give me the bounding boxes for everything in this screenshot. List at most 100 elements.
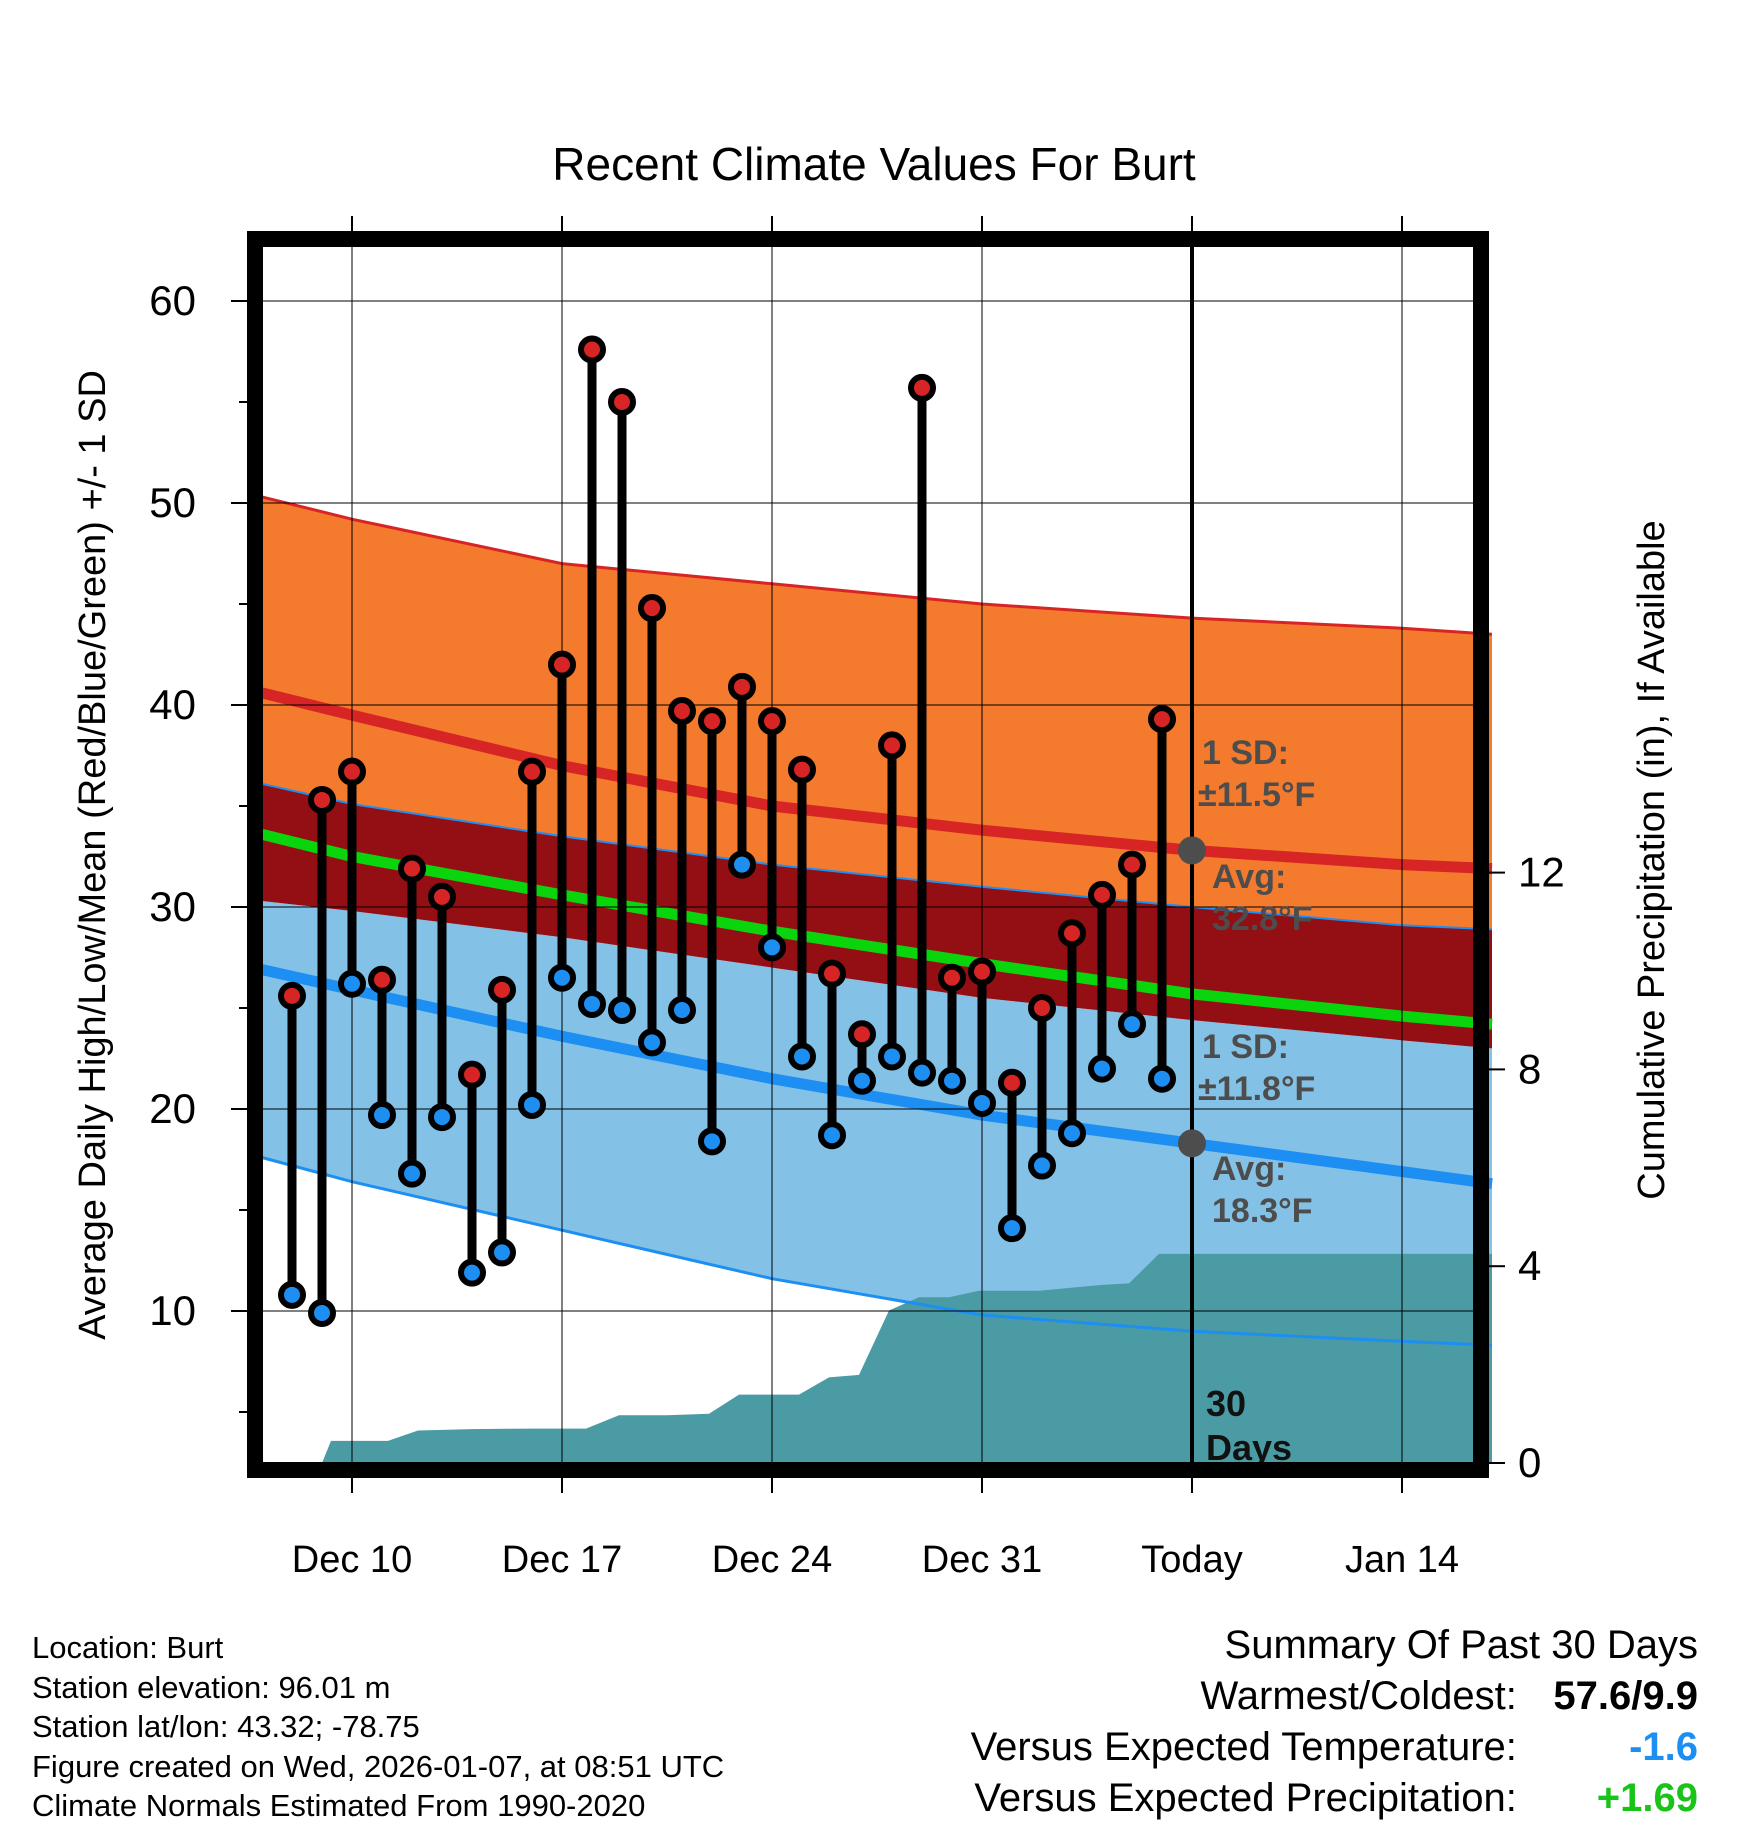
precip-area-fill bbox=[322, 1253, 1492, 1463]
obs-low-point bbox=[1028, 1151, 1056, 1180]
obs-low-point bbox=[1118, 1010, 1146, 1039]
high-sd-value: ±11.5°F bbox=[1198, 776, 1315, 814]
location-text: Location: Burt bbox=[32, 1630, 224, 1665]
y-tick-label: 40 bbox=[149, 681, 196, 728]
obs-low-point bbox=[308, 1299, 336, 1328]
low-sd-value: ±11.8°F bbox=[1198, 1070, 1315, 1108]
high-sd-label: 1 SD: bbox=[1202, 734, 1289, 772]
y2-axis-label: Cumulative Precipitation (in), If Availa… bbox=[1631, 520, 1673, 1199]
summary-panel: Summary Of Past 30 Days Warmest/Coldest:… bbox=[971, 1620, 1698, 1824]
obs-low-point bbox=[278, 1280, 306, 1309]
y-axis-label: Average Daily High/Low/Mean (Red/Blue/Gr… bbox=[72, 370, 114, 1340]
days-label-text: Days bbox=[1206, 1427, 1292, 1468]
obs-high-point bbox=[1148, 705, 1176, 734]
obs-high-point bbox=[878, 731, 906, 760]
high-mean-line bbox=[260, 687, 1493, 875]
axes: 10 20 30 40 50 60 0 4 8 12 Dec 10 Dec 17 Dec 24 Dec 3… bbox=[72, 138, 1673, 1581]
elevation-text: Station elevation: 96.01 m bbox=[32, 1669, 391, 1705]
high-avg-value: 32.8°F bbox=[1212, 900, 1313, 938]
x-tick-label: Jan 14 bbox=[1345, 1539, 1459, 1581]
obs-high-point bbox=[578, 335, 606, 364]
obs-high-point bbox=[308, 785, 336, 814]
obs-high-point bbox=[638, 594, 666, 623]
obs-low-point bbox=[818, 1121, 846, 1150]
annotations: 1 SD: ±11.5°F Avg: 32.8°F 1 SD: ±11.8°F Avg: 18… bbox=[1178, 734, 1315, 1468]
precip-value: +1.69 bbox=[1596, 1776, 1698, 1820]
obs-high-point bbox=[368, 965, 396, 994]
high-sd-band bbox=[262, 496, 1492, 930]
obs-high-point bbox=[698, 707, 726, 736]
summary-warmest-row: Warmest/Coldest: 57.6/9.9 bbox=[971, 1671, 1699, 1722]
summary-title: Summary Of Past 30 Days bbox=[1224, 1623, 1698, 1667]
obs-low-point bbox=[758, 933, 786, 962]
x-tick-label: Dec 17 bbox=[502, 1539, 622, 1581]
obs-low-point bbox=[1148, 1064, 1176, 1093]
plot-frame bbox=[247, 231, 1489, 1478]
obs-low-point bbox=[788, 1042, 816, 1071]
obs-low-point bbox=[428, 1103, 456, 1132]
temp-label: Versus Expected Temperature: bbox=[970, 1725, 1517, 1769]
obs-high-point bbox=[338, 757, 366, 786]
obs-high-point bbox=[458, 1060, 486, 1089]
climate-chart: 1 SD: ±11.5°F Avg: 32.8°F 1 SD: ±11.8°F Avg: 18… bbox=[72, 138, 1673, 1581]
days-label-number: 30 bbox=[1206, 1383, 1246, 1424]
mean-line bbox=[260, 828, 1493, 1030]
temp-value: -1.6 bbox=[1629, 1725, 1698, 1769]
normals-text: Climate Normals Estimated From 1990-2020 bbox=[32, 1788, 646, 1823]
obs-low-point bbox=[1058, 1119, 1086, 1148]
y-tick-label: 60 bbox=[149, 277, 196, 324]
obs-low-point bbox=[638, 1028, 666, 1057]
obs-high-point bbox=[908, 373, 936, 402]
warmest-label: Warmest/Coldest: bbox=[1200, 1674, 1517, 1718]
obs-high-point bbox=[1088, 880, 1116, 909]
latlon-text: Station lat/lon: 43.32; -78.75 bbox=[32, 1709, 420, 1744]
precip-label: Versus Expected Precipitation: bbox=[974, 1776, 1517, 1820]
obs-low-point bbox=[878, 1042, 906, 1071]
obs-high-point bbox=[758, 707, 786, 736]
obs-high-point bbox=[818, 959, 846, 988]
obs-low-point bbox=[848, 1066, 876, 1095]
y-tick-label: 50 bbox=[149, 479, 196, 526]
obs-high-point bbox=[728, 672, 756, 701]
y-tick-label: 30 bbox=[149, 883, 196, 930]
high-avg-marker bbox=[1178, 836, 1206, 865]
obs-high-point bbox=[398, 854, 426, 883]
obs-high-point bbox=[968, 957, 996, 986]
obs-low-point bbox=[548, 963, 576, 992]
obs-low-point bbox=[668, 996, 696, 1025]
y-tick-label: 20 bbox=[149, 1085, 196, 1132]
y2-tick-label: 8 bbox=[1518, 1045, 1541, 1092]
x-tick-label: Dec 31 bbox=[922, 1539, 1042, 1581]
obs-low-point bbox=[578, 989, 606, 1018]
obs-low-point bbox=[608, 996, 636, 1025]
low-mean-line bbox=[260, 964, 1493, 1190]
y-tick-label: 10 bbox=[149, 1287, 196, 1334]
high-lower-line bbox=[261, 782, 1493, 931]
obs-low-point bbox=[338, 969, 366, 998]
obs-low-point bbox=[1088, 1054, 1116, 1083]
obs-high-point bbox=[608, 388, 636, 416]
obs-low-point bbox=[458, 1258, 486, 1287]
obs-low-point bbox=[518, 1090, 546, 1119]
obs-high-point bbox=[518, 757, 546, 786]
obs-high-point bbox=[788, 755, 816, 784]
obs-low-point bbox=[728, 850, 756, 879]
low-avg-label: Avg: bbox=[1212, 1150, 1286, 1188]
obs-low-point bbox=[908, 1058, 936, 1087]
low-avg-marker bbox=[1178, 1129, 1206, 1158]
observations bbox=[278, 335, 1176, 1328]
summary-temp-row: Versus Expected Temperature: -1.6 bbox=[971, 1722, 1698, 1773]
high-avg-label: Avg: bbox=[1212, 858, 1286, 896]
normal-bands bbox=[262, 496, 1492, 1346]
obs-high-point bbox=[1058, 919, 1086, 948]
y2-tick-label: 0 bbox=[1518, 1439, 1541, 1486]
x-tick-label: Dec 24 bbox=[712, 1539, 832, 1581]
obs-low-point bbox=[398, 1159, 426, 1188]
obs-low-point bbox=[488, 1238, 516, 1267]
precip-area bbox=[322, 1253, 1492, 1463]
low-sd-label: 1 SD: bbox=[1202, 1028, 1289, 1066]
high-upper-line bbox=[261, 495, 1493, 636]
chart-title: Recent Climate Values For Burt bbox=[552, 138, 1196, 190]
obs-high-point bbox=[998, 1068, 1026, 1097]
obs-high-point bbox=[848, 1020, 876, 1049]
